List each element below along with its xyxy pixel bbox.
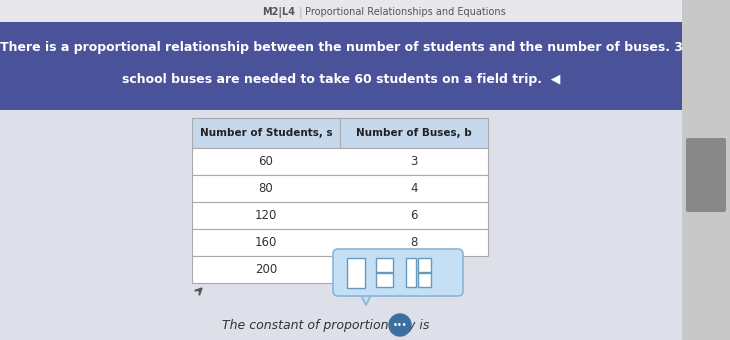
Text: Number of Students, s: Number of Students, s <box>200 128 332 138</box>
FancyBboxPatch shape <box>192 256 340 283</box>
FancyBboxPatch shape <box>0 110 682 340</box>
Text: 80: 80 <box>258 182 273 195</box>
FancyBboxPatch shape <box>0 0 730 22</box>
Text: │: │ <box>297 6 303 18</box>
Circle shape <box>690 144 722 176</box>
Text: The constant of proportionality is: The constant of proportionality is <box>222 319 429 332</box>
FancyBboxPatch shape <box>418 273 431 287</box>
Text: 3: 3 <box>410 155 418 168</box>
Text: 200: 200 <box>255 263 277 276</box>
FancyBboxPatch shape <box>686 138 726 212</box>
FancyBboxPatch shape <box>0 22 682 110</box>
Text: 6: 6 <box>410 209 418 222</box>
Text: 120: 120 <box>255 209 277 222</box>
Polygon shape <box>359 291 373 305</box>
Text: 8: 8 <box>410 236 418 249</box>
Text: Number of Buses, b: Number of Buses, b <box>356 128 472 138</box>
FancyBboxPatch shape <box>333 249 463 296</box>
Text: school buses are needed to take 60 students on a field trip.  ◀︎: school buses are needed to take 60 stude… <box>122 73 560 86</box>
Circle shape <box>389 314 411 336</box>
FancyBboxPatch shape <box>192 148 488 175</box>
FancyBboxPatch shape <box>347 257 365 288</box>
FancyBboxPatch shape <box>192 118 488 148</box>
Text: M2|L4: M2|L4 <box>262 6 295 17</box>
FancyBboxPatch shape <box>405 258 416 287</box>
Text: There is a proportional relationship between the number of students and the numb: There is a proportional relationship bet… <box>0 41 683 54</box>
FancyBboxPatch shape <box>682 0 730 340</box>
FancyBboxPatch shape <box>192 202 488 229</box>
FancyBboxPatch shape <box>192 175 488 202</box>
FancyBboxPatch shape <box>418 258 431 272</box>
Text: 4: 4 <box>410 182 418 195</box>
FancyBboxPatch shape <box>375 258 393 272</box>
Text: 160: 160 <box>255 236 277 249</box>
Text: Proportional Relationships and Equations: Proportional Relationships and Equations <box>305 7 506 17</box>
FancyBboxPatch shape <box>192 229 488 256</box>
Text: 60: 60 <box>258 155 274 168</box>
Text: •••: ••• <box>393 321 407 329</box>
FancyBboxPatch shape <box>375 273 393 287</box>
